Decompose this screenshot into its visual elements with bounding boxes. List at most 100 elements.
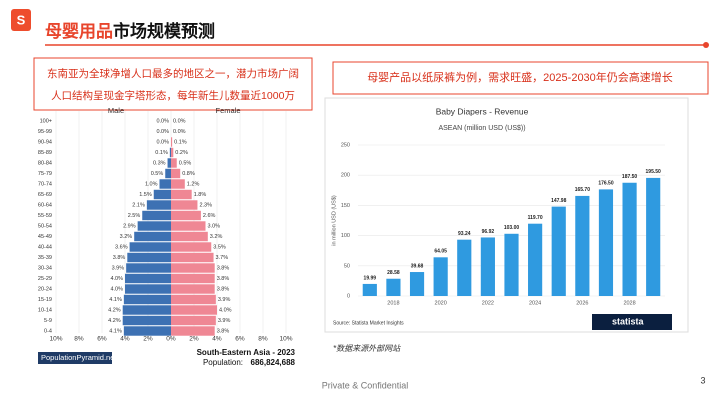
x-tick-label: 2% xyxy=(189,336,199,343)
page-number: 3 xyxy=(700,375,705,385)
bar-value-label: 147.98 xyxy=(551,198,567,204)
x-tick-label: 2% xyxy=(143,336,153,343)
pyramid-bar xyxy=(171,158,177,168)
bar-value-label: 3.8% xyxy=(217,265,230,271)
bar-value-label: 0.0% xyxy=(156,118,169,124)
pyramid-bar xyxy=(129,242,171,252)
x-tick-label: 8% xyxy=(258,336,268,343)
bar-value-label: 119.70 xyxy=(528,215,543,221)
bar-value-label: 19.99 xyxy=(364,275,377,281)
x-tick-label: 2028 xyxy=(623,300,635,306)
chart-source: Source: Statista Market Insights xyxy=(333,320,404,326)
bar-value-label: 4.2% xyxy=(108,307,121,313)
y-tick-label: 0 xyxy=(347,293,350,299)
x-tick-label: 4% xyxy=(120,336,130,343)
bar-value-label: 103.00 xyxy=(504,225,520,231)
bar-value-label: 3.2% xyxy=(210,234,223,240)
age-label: 100+ xyxy=(40,118,52,124)
bar-value-label: 0.0% xyxy=(173,129,186,135)
bar-value-label: 0.5% xyxy=(151,171,164,177)
pyramid-bar xyxy=(171,263,215,273)
pyramid-bar xyxy=(171,326,215,336)
bar-value-label: 28.58 xyxy=(387,270,400,276)
bar-value-label: 3.5% xyxy=(213,244,226,250)
pyramid-bar xyxy=(171,210,201,221)
pyramid-bar xyxy=(171,305,217,315)
left-note-line: 东南亚为全球净增人口最多的地区之一，潜力市场广阔 xyxy=(47,67,299,80)
bar xyxy=(457,239,472,296)
bar-value-label: 0.3% xyxy=(153,160,166,166)
pyramid-bar xyxy=(171,315,216,326)
bar-value-label: 4.0% xyxy=(219,307,232,313)
bar xyxy=(575,195,590,296)
bar-value-label: 3.8% xyxy=(217,286,230,292)
age-label: 50-54 xyxy=(38,223,52,229)
age-label: 30-34 xyxy=(38,265,52,271)
age-label: 70-74 xyxy=(38,181,52,187)
pyramid-bar xyxy=(171,231,208,242)
pyramid-bar xyxy=(171,284,215,294)
x-tick-label: 2018 xyxy=(387,300,399,306)
logo: S xyxy=(11,9,31,31)
bar-value-label: 2.9% xyxy=(123,223,136,229)
bar-value-label: 0.1% xyxy=(155,150,168,156)
y-tick-label: 250 xyxy=(341,142,350,148)
pyramid-bar xyxy=(125,284,171,294)
right-note: 母婴产品以纸尿裤为例，需求旺盛，2025-2030年仍会高速增长 xyxy=(367,70,673,84)
age-label: 35-39 xyxy=(38,255,52,261)
x-tick-label: 4% xyxy=(212,336,222,343)
title-rest: 市场规模预测 xyxy=(113,21,215,41)
bar-value-label: 3.0% xyxy=(208,223,221,229)
bar xyxy=(433,257,448,296)
pyramid-bar xyxy=(137,221,171,231)
bar xyxy=(504,233,519,296)
bar-value-label: 0.8% xyxy=(182,171,195,177)
bar-value-label: 1.8% xyxy=(194,192,207,198)
x-tick-label: 2022 xyxy=(482,300,494,306)
x-tick-label: 8% xyxy=(74,336,84,343)
bar-value-label: 0.0% xyxy=(156,129,169,135)
bar-value-label: 0.0% xyxy=(156,139,169,145)
bar xyxy=(528,223,543,296)
pyramid-bar xyxy=(167,158,171,168)
bar xyxy=(551,206,566,296)
bar-value-label: 195.50 xyxy=(646,169,662,175)
population-label: Population: xyxy=(203,358,243,367)
rule-dot xyxy=(703,42,709,48)
age-label: 75-79 xyxy=(38,171,52,177)
pyramid-bar xyxy=(171,168,181,179)
pyramid-bar xyxy=(171,252,214,263)
chart-title: Baby Diapers - Revenue xyxy=(436,106,529,116)
left-note-line: 人口结构呈现金字塔形态，每年新生儿数量近1000万 xyxy=(51,89,295,102)
right-note-box xyxy=(332,61,709,95)
bar-value-label: 3.9% xyxy=(218,297,231,303)
y-tick-label: 100 xyxy=(341,233,350,239)
age-label: 20-24 xyxy=(38,286,52,292)
bar xyxy=(646,177,661,296)
bar-value-label: 3.9% xyxy=(218,318,231,324)
x-tick-label: 10% xyxy=(49,336,62,343)
bar-value-label: 1.0% xyxy=(145,181,158,187)
age-label: 10-14 xyxy=(38,307,52,313)
source-badge xyxy=(38,352,112,364)
slide-title: 母婴用品市场规模预测 xyxy=(45,21,215,41)
age-label: 60-64 xyxy=(38,202,52,208)
x-tick-label: 6% xyxy=(235,336,245,343)
bar-value-label: 0.5% xyxy=(179,160,192,166)
pyramid-bar xyxy=(171,179,185,189)
x-tick-label: 6% xyxy=(97,336,107,343)
age-label: 25-29 xyxy=(38,276,52,282)
bar xyxy=(362,283,377,296)
bar-value-label: 187.50 xyxy=(622,174,638,180)
bar-value-label: 64.05 xyxy=(434,249,447,255)
bar-value-label: 39.68 xyxy=(411,263,424,269)
pyramid-bar xyxy=(165,168,171,179)
bar xyxy=(409,272,425,296)
bar-value-label: 3.2% xyxy=(120,234,133,240)
logo-box xyxy=(592,314,672,330)
footer: Private & Confidential xyxy=(322,380,409,390)
pyramid-bar xyxy=(159,179,171,189)
bar-value-label: 0.1% xyxy=(174,139,187,145)
bar xyxy=(598,189,614,296)
